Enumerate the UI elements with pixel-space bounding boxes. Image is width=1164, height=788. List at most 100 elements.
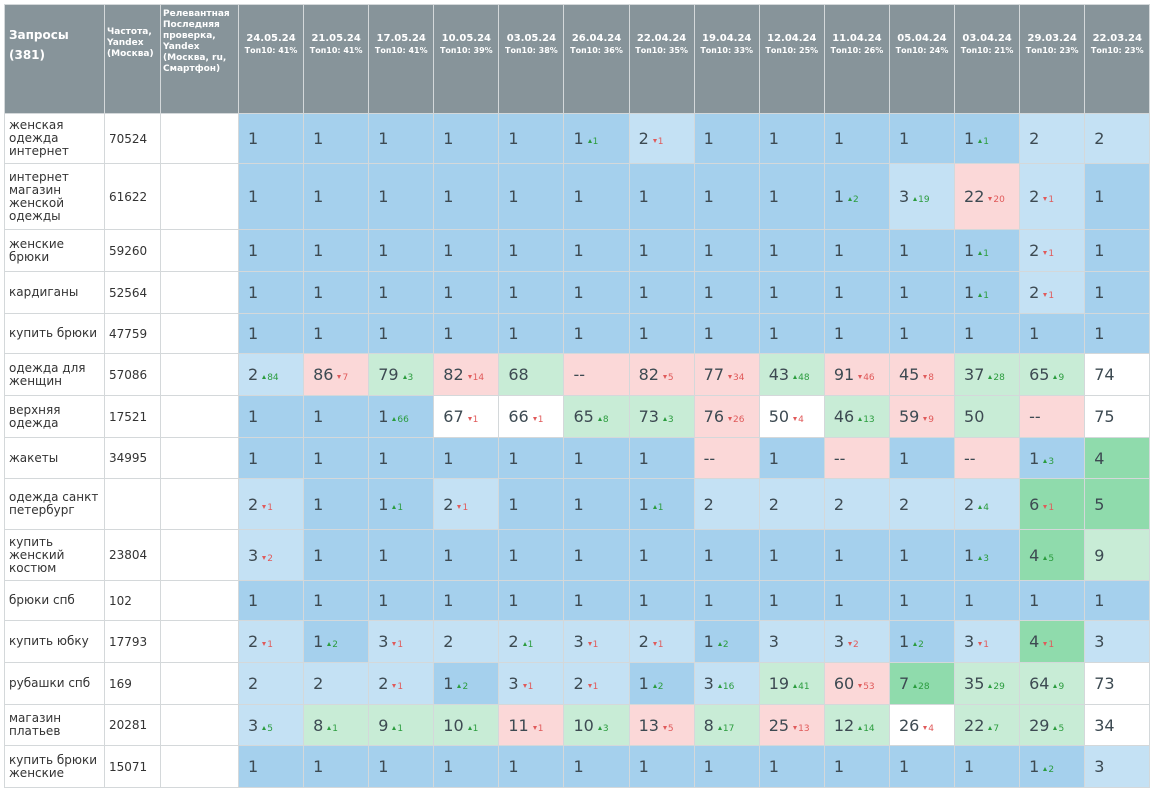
position: 1 [313,757,324,776]
position-cell: 3 [1084,745,1151,788]
date: 21.05.24 [311,33,361,44]
position: 1 [703,545,714,565]
position: 2 [1029,283,1040,302]
relevance [160,620,239,663]
position: 50 [768,407,790,426]
position: 1 [964,241,975,260]
position-cell: 1 [693,113,760,164]
position: 1 [1094,241,1105,260]
position: 1 [573,283,584,302]
position: 1 [508,187,519,206]
query: купить юбку [4,620,105,663]
position: 59 [898,407,920,426]
frequency: 17793 [104,620,161,663]
position-cell: 1 [563,580,630,621]
date-header: 21.05.24 Топ10: 41% [303,4,370,114]
position: 8 [313,715,324,735]
query-row: купить брюки женские 15071 1 1 1 1 1 1 1 1 1 1 1 1 1 2 3 [4,745,1151,788]
position: 2 [248,494,259,514]
position: 1 [573,448,584,468]
position-cell: 1 [303,113,370,164]
position: 50 [964,407,985,426]
position: 1 [443,545,454,565]
position: 75 [1094,407,1115,426]
position-change: 41 [793,682,810,692]
change-arrow [467,725,472,730]
position-change: 9 [1053,682,1064,692]
change-arrow [337,375,342,379]
change-value: 1 [397,682,404,692]
change-value: 46 [863,373,875,383]
position: 1 [248,324,259,343]
change-arrow [1043,504,1048,509]
position-cell: 1 [823,580,890,621]
position: 1 [833,545,845,565]
position: 2 [378,674,389,693]
position: 4 [1029,545,1040,565]
position: 46 [833,407,855,426]
change-arrow [1043,767,1048,771]
position-change: 4 [793,415,804,425]
date-header: 03.04.24 Топ10: 21% [954,4,1021,114]
position: 1 [833,241,845,260]
position-change: 1 [327,724,338,734]
query: купить женский костюм [4,529,105,581]
position-change: 9 [1053,373,1064,383]
position-cell: 1 [888,313,956,354]
position-change: 2 [913,640,924,650]
position: 25 [768,715,790,735]
page: Запросы (381) Частота, Yandex (Москва) Реле… [4,4,1151,788]
change-value: 16 [722,682,735,692]
date-header: 12.04.24 Топ10: 25% [758,4,825,114]
position: 1 [703,632,714,651]
change-arrow [662,417,667,421]
date: 22.04.24 [636,33,687,44]
change-value: 5 [1048,553,1055,564]
change-value: 3 [983,553,989,564]
position: 1 [898,757,910,776]
position-change: 1 [392,503,403,513]
position-cell: 1 [888,437,956,479]
position: 2 [1094,129,1105,148]
position: 8 [703,715,714,735]
position-change: 1 [392,682,403,692]
position-cell: 1 [628,580,695,621]
position-cell: 1 [498,745,565,788]
position-cell: 1 [303,271,370,314]
position: 1 [248,757,259,776]
query: магазин платьев [4,704,105,746]
change-value: 4 [983,502,989,513]
query-row: купить юбку 17793 2 1 1 2 3 1 2 2 1 3 1 2 1 1 2 3 3 2 1 2 3 1 4 1… [4,620,1151,663]
position-change: 2 [1043,765,1054,775]
position: 66 [508,407,529,426]
position: 74 [1094,365,1115,384]
position: 1 [378,187,389,206]
position: 1 [768,545,779,565]
position-change: 1 [1043,195,1054,205]
position: 6 [1029,494,1040,514]
position-cell: 1 [693,271,760,314]
position-cell: 1 [888,271,956,314]
position: 3 [248,545,259,565]
position: 1 [508,545,519,565]
position-cell: 1 [303,745,370,788]
position: 22 [964,715,985,735]
position: 1 [378,494,389,514]
position-cell: 74 [1084,353,1151,396]
change-arrow [858,684,863,688]
change-value: 5 [667,373,674,383]
position: 76 [703,407,725,426]
position-cell: 1 [758,113,825,164]
position-cell: 1 [303,163,370,230]
position-cell: 1 [888,580,956,621]
top10-share: Топ10: 23% [1025,46,1079,55]
position: 1 [768,283,779,302]
